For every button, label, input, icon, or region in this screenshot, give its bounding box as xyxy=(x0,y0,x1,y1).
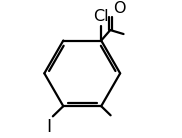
Text: I: I xyxy=(46,118,51,136)
Text: Cl: Cl xyxy=(93,9,109,24)
Text: O: O xyxy=(113,1,125,16)
